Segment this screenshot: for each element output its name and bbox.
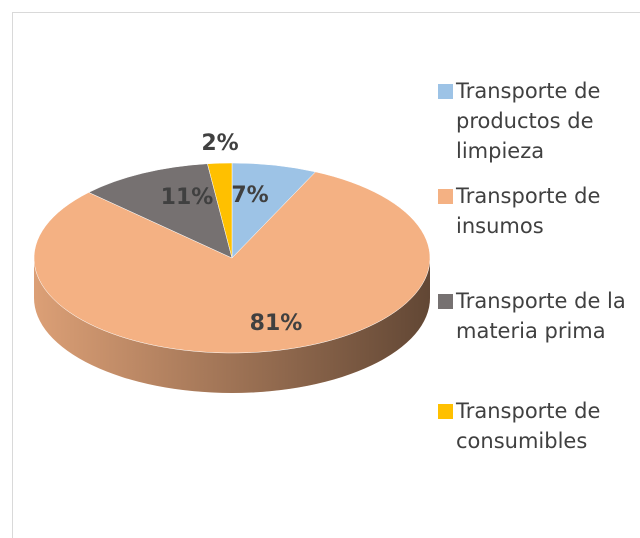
legend-item: Transporte de productos de limpieza xyxy=(438,76,638,166)
data-label: 2% xyxy=(201,131,238,156)
data-label: 11% xyxy=(161,185,214,210)
legend-label: Transporte de consumibles xyxy=(456,399,601,453)
legend-item: Transporte de insumos xyxy=(438,181,638,241)
slice xyxy=(207,162,233,259)
pie: 7% 81% 11% 2% xyxy=(33,131,431,393)
slice xyxy=(88,163,233,259)
slice-side-shade xyxy=(34,258,430,393)
legend-swatch xyxy=(438,84,453,99)
legend-label: Transporte de productos de limpieza xyxy=(456,79,601,163)
legend-label: Transporte de la materia prima xyxy=(456,289,626,343)
legend-item: Transporte de la materia prima xyxy=(438,286,638,346)
data-label: 7% xyxy=(231,183,268,208)
legend-swatch xyxy=(438,404,453,419)
data-label: 81% xyxy=(250,311,303,336)
legend-swatch xyxy=(438,189,453,204)
legend-label: Transporte de insumos xyxy=(456,184,601,238)
legend-swatch xyxy=(438,294,453,309)
legend-item: Transporte de consumibles xyxy=(438,396,638,456)
slice xyxy=(33,171,431,354)
chart-border xyxy=(12,12,640,538)
